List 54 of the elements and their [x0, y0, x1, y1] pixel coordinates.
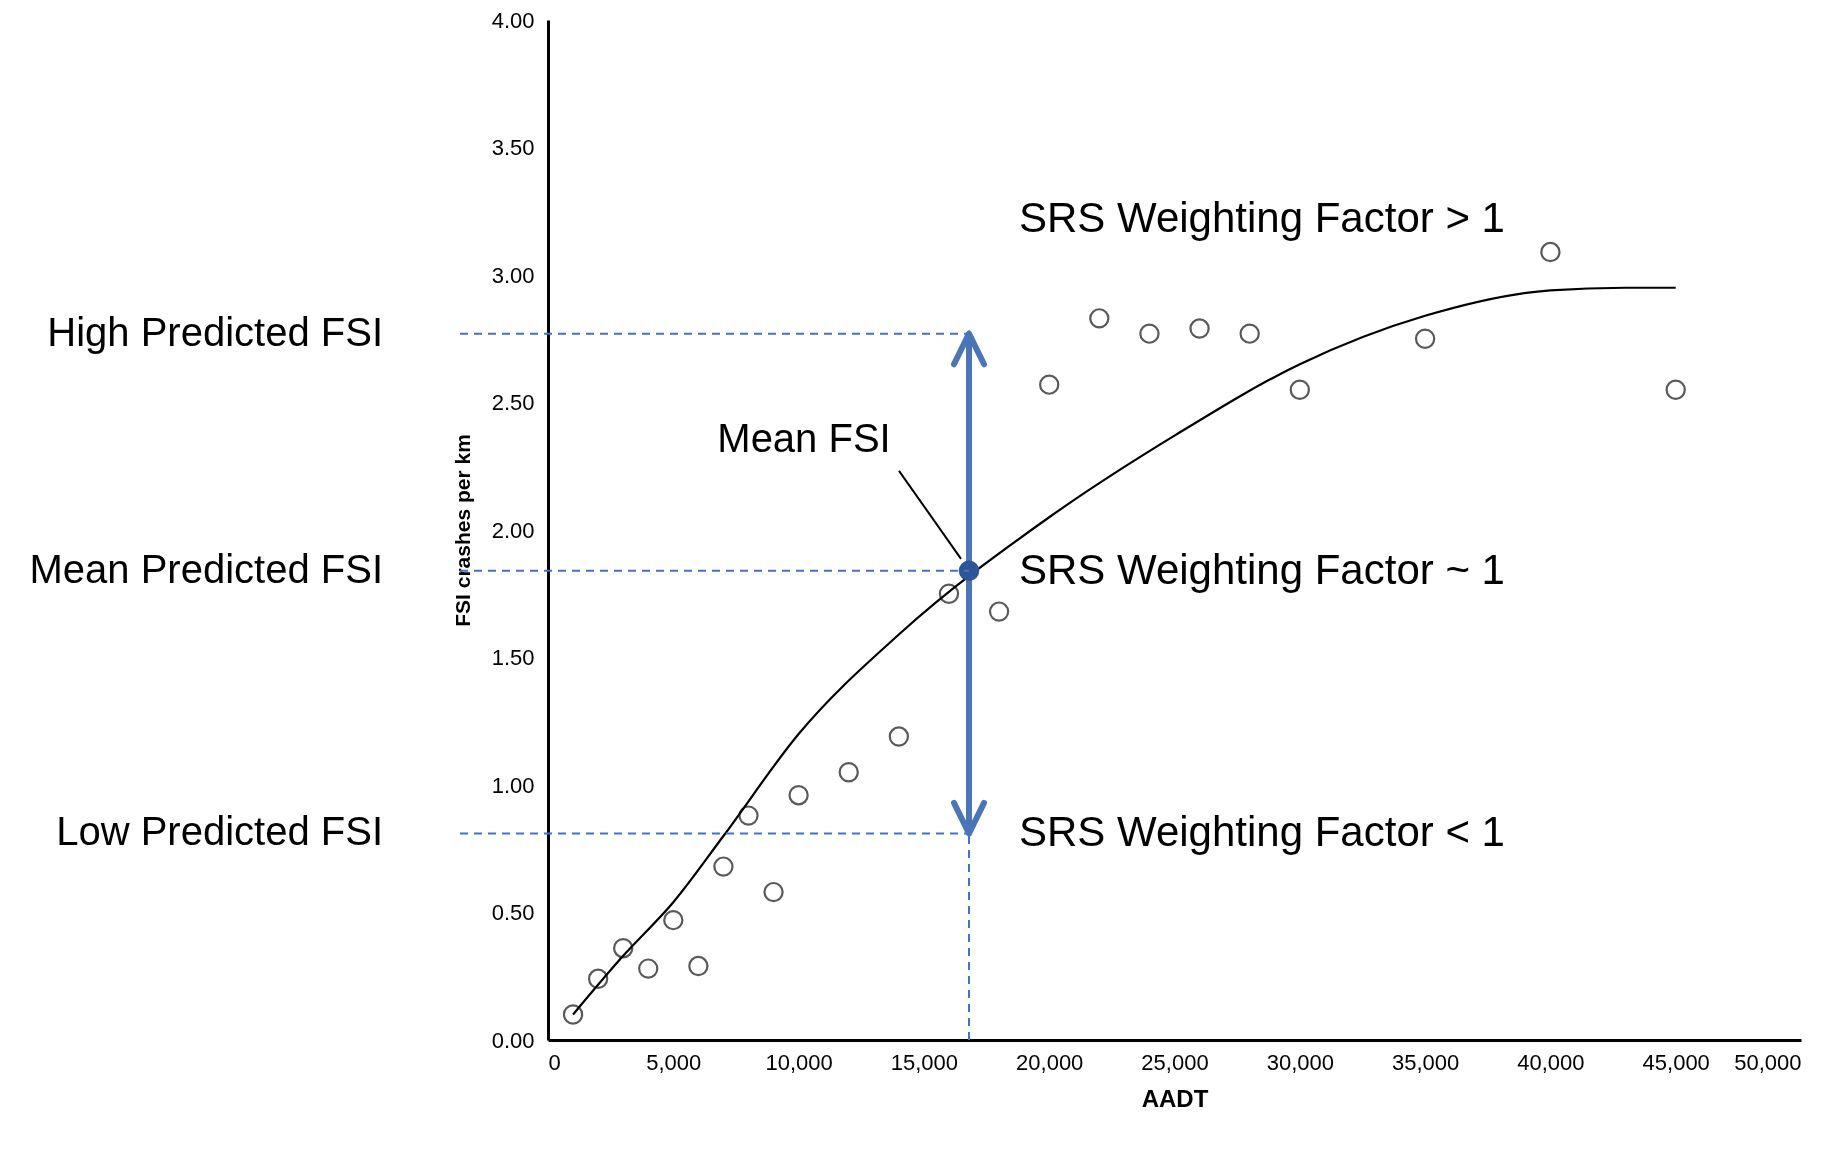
y-tick-label: 0.50 — [491, 900, 535, 925]
ref-line-label: Low Predicted FSI — [56, 809, 383, 854]
y-tick-label: 0.00 — [491, 1027, 535, 1053]
point — [562, 1004, 584, 1025]
point — [938, 583, 960, 604]
line-series — [571, 286, 1677, 1016]
y-tick-label: 4.00 — [491, 7, 535, 33]
x-tick-label: 35,000 — [1391, 1049, 1460, 1075]
point — [958, 560, 980, 582]
point — [587, 968, 609, 989]
x-tick-label: 20,000 — [1016, 1049, 1084, 1075]
point — [888, 726, 910, 747]
x-axis-title: AADT — [1141, 1084, 1209, 1112]
annotation: SRS Weighting Factor > 1 — [1019, 193, 1505, 241]
ref-line-label: High Predicted FSI — [47, 309, 383, 354]
point — [1089, 308, 1110, 329]
y-tick-label: 2.00 — [491, 517, 535, 543]
point — [988, 601, 1010, 622]
x-tick-label: 30,000 — [1266, 1049, 1334, 1075]
point — [663, 909, 684, 931]
point — [688, 955, 709, 977]
point — [1540, 241, 1561, 263]
x-tick-label: 50,000 — [1734, 1049, 1802, 1075]
point — [1665, 379, 1686, 400]
ref-line-label: Mean Predicted FSI — [29, 546, 383, 591]
point — [788, 785, 809, 806]
point — [638, 958, 659, 979]
x-tick-label: 5,000 — [646, 1049, 702, 1075]
point — [738, 805, 759, 826]
y-tick-label: 1.00 — [491, 772, 535, 798]
x-tick-label: 15,000 — [890, 1049, 959, 1075]
y-tick-label: 2.50 — [491, 390, 535, 415]
x-tick-label: 25,000 — [1141, 1049, 1209, 1075]
annotation: SRS Weighting Factor ~ 1 — [1019, 545, 1505, 593]
point — [1189, 318, 1210, 339]
point — [1239, 323, 1260, 344]
y-axis-title: FSI crashes per km — [450, 434, 474, 627]
point — [713, 856, 734, 877]
y-tick-label: 3.00 — [491, 262, 535, 288]
point — [613, 938, 634, 959]
point — [838, 762, 859, 783]
annotation: SRS Weighting Factor < 1 — [1019, 808, 1505, 856]
point — [1289, 379, 1310, 400]
point — [1139, 323, 1160, 344]
point — [1414, 328, 1436, 349]
point — [1039, 374, 1060, 395]
annotation: Mean FSI — [717, 415, 891, 460]
y-tick-label: 1.50 — [491, 645, 535, 670]
y-tick-label: 3.50 — [491, 135, 535, 160]
x-tick-label: 40,000 — [1517, 1049, 1585, 1075]
x-tick-label: 0 — [548, 1049, 561, 1075]
x-tick-label: 45,000 — [1642, 1049, 1710, 1075]
point — [763, 881, 784, 903]
x-tick-label: 10,000 — [765, 1049, 833, 1075]
